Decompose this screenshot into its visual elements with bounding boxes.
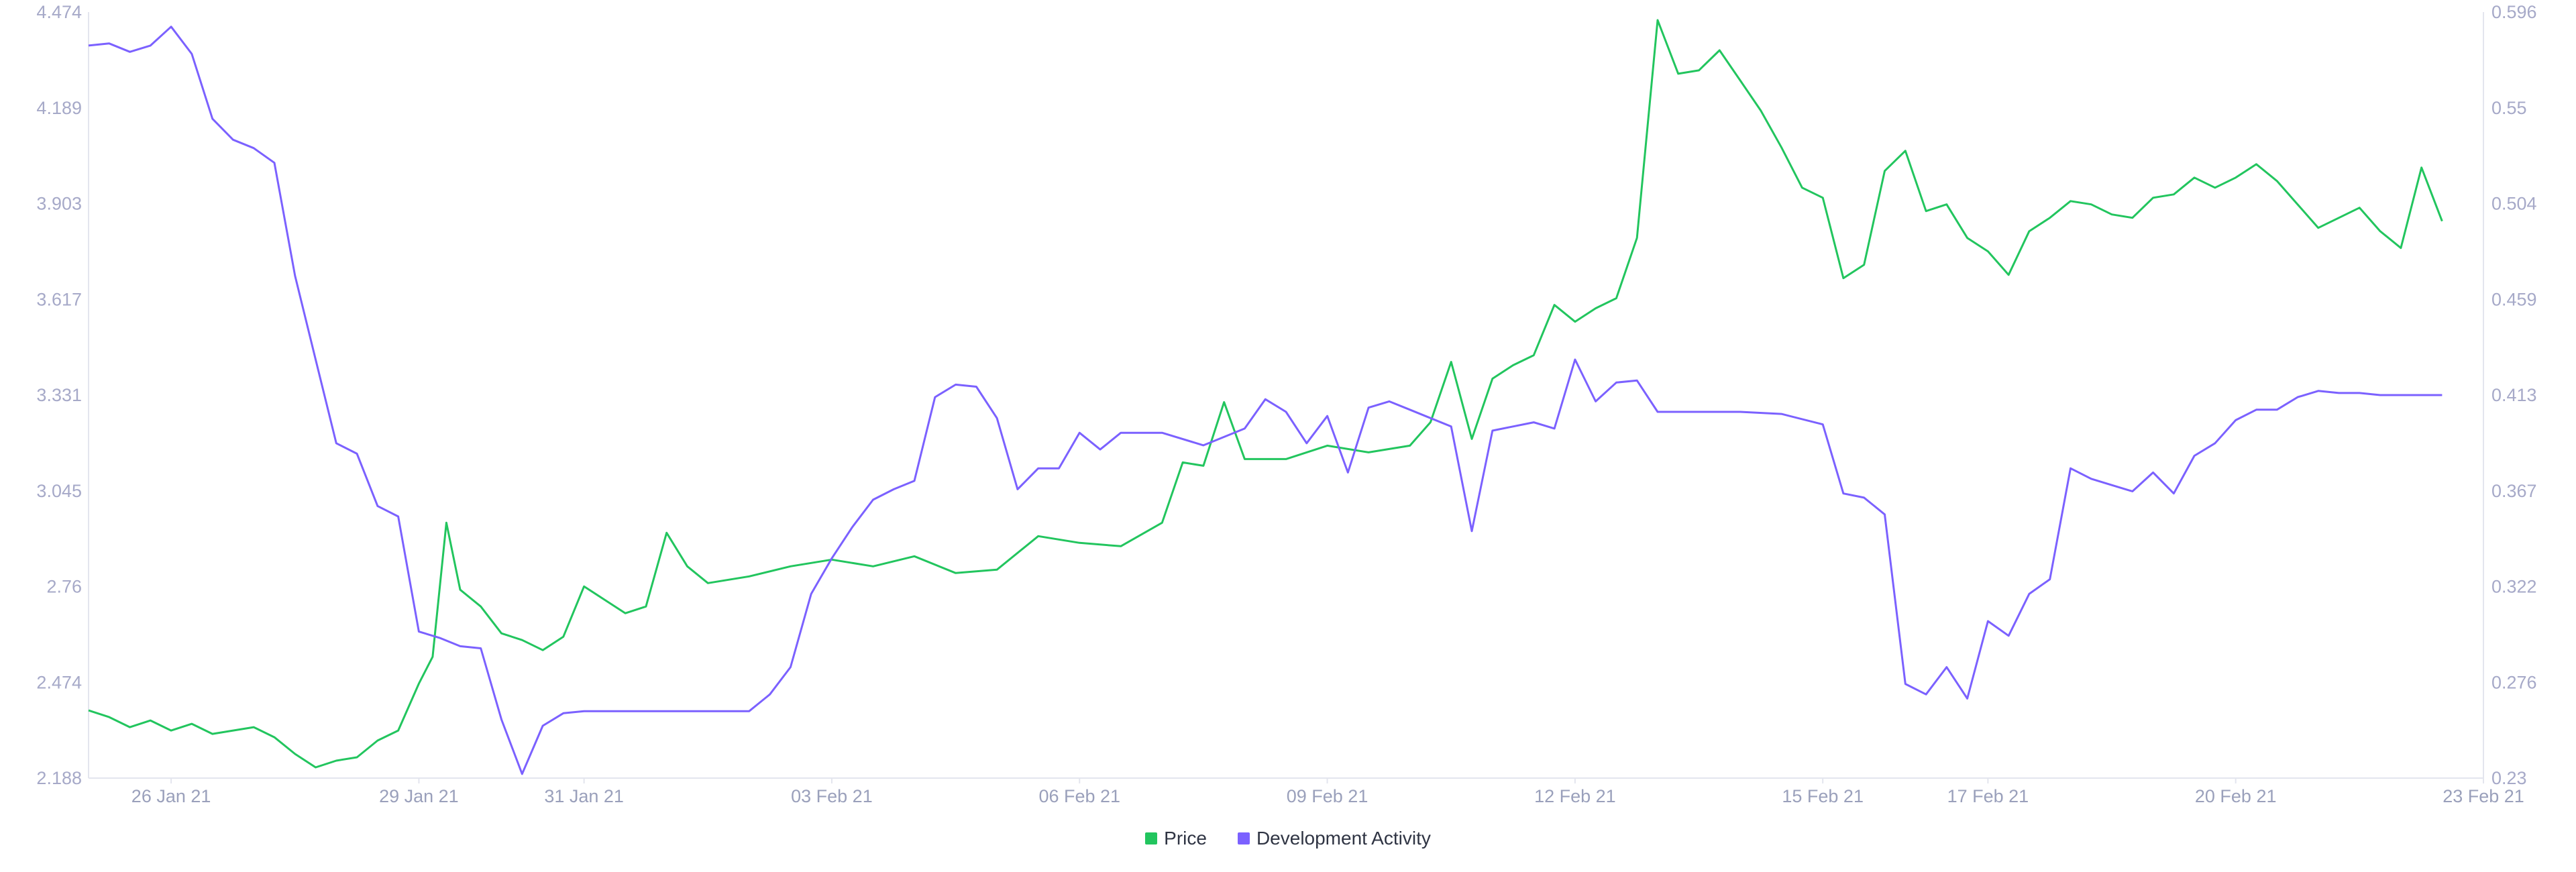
right-tick-label: 0.596 xyxy=(2491,2,2537,22)
bottom-tick-label: 23 Feb 21 xyxy=(2443,786,2524,806)
bottom-tick-label: 06 Feb 21 xyxy=(1038,786,1120,806)
right-tick-label: 0.459 xyxy=(2491,289,2537,309)
price-swatch-icon xyxy=(1145,832,1158,844)
bottom-tick-label: 31 Jan 21 xyxy=(544,786,624,806)
bottom-tick-label: 09 Feb 21 xyxy=(1287,786,1368,806)
bottom-tick-label: 20 Feb 21 xyxy=(2195,786,2277,806)
right-tick-label: 0.367 xyxy=(2491,481,2537,501)
price-series-line[interactable] xyxy=(88,19,2443,769)
left-tick-label: 2.188 xyxy=(36,768,82,788)
right-tick-label: 0.55 xyxy=(2491,98,2527,118)
legend-label-price: Price xyxy=(1164,828,1207,849)
right-axis-ticks: 0.596 0.55 0.504 0.459 0.413 0.367 0.322 0.276 0… xyxy=(2491,2,2537,788)
left-tick-label: 2.76 xyxy=(46,577,82,597)
right-tick-label: 0.504 xyxy=(2491,194,2537,214)
development-activity-series-line[interactable] xyxy=(88,25,2443,775)
development-activity-swatch-icon xyxy=(1237,832,1250,844)
right-tick-label: 0.23 xyxy=(2491,768,2527,788)
bottom-tick-label: 17 Feb 21 xyxy=(1947,786,2029,806)
bottom-tick-label: 26 Jan 21 xyxy=(131,786,211,806)
series-group[interactable] xyxy=(88,19,2443,775)
bottom-tick-label: 03 Feb 21 xyxy=(791,786,873,806)
left-tick-label: 4.189 xyxy=(36,98,82,118)
left-tick-label: 3.617 xyxy=(36,289,82,309)
right-tick-label: 0.413 xyxy=(2491,385,2537,405)
bottom-tick-label: 12 Feb 21 xyxy=(1534,786,1616,806)
right-tick-label: 0.322 xyxy=(2491,577,2537,597)
left-tick-label: 3.045 xyxy=(36,481,82,501)
legend: Price Development Activity xyxy=(0,828,2576,849)
left-tick-label: 2.474 xyxy=(36,672,82,692)
left-tick-label: 4.474 xyxy=(36,2,82,22)
left-tick-label: 3.903 xyxy=(36,194,82,214)
legend-label-development-activity: Development Activity xyxy=(1256,828,1431,849)
left-tick-label: 3.331 xyxy=(36,385,82,405)
left-axis-ticks: 4.474 4.189 3.903 3.617 3.331 3.045 2.76 2.474 2… xyxy=(36,2,82,788)
bottom-axis-ticks: 26 Jan 21 29 Jan 21 31 Jan 21 03 Feb 21 06 F… xyxy=(131,778,2524,806)
right-tick-label: 0.276 xyxy=(2491,672,2537,692)
bottom-tick-label: 29 Jan 21 xyxy=(379,786,459,806)
legend-item-price[interactable]: Price xyxy=(1145,828,1207,849)
bottom-tick-label: 15 Feb 21 xyxy=(1782,786,1864,806)
axes-group xyxy=(88,12,2484,779)
legend-item-development-activity[interactable]: Development Activity xyxy=(1237,828,1431,849)
